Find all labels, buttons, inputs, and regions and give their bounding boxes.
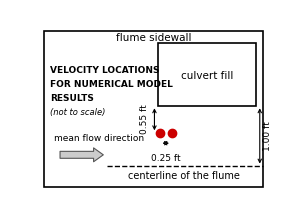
Text: culvert fill: culvert fill [181,71,233,81]
Text: RESULTS: RESULTS [50,94,94,103]
Text: (not to scale): (not to scale) [50,108,106,117]
Bar [158,43,256,106]
Text: VELOCITY LOCATIONS: VELOCITY LOCATIONS [50,66,160,75]
Text: 1.00 ft: 1.00 ft [262,121,272,151]
Text: centerline of the flume: centerline of the flume [128,171,240,181]
Text: mean flow direction: mean flow direction [54,134,144,143]
Text: 0.25 ft: 0.25 ft [151,154,180,163]
FancyArrowPatch shape [60,148,103,162]
Text: 0.55 ft: 0.55 ft [140,105,149,134]
Text: flume sidewall: flume sidewall [116,33,191,43]
Text: FOR NUMERICAL MODEL: FOR NUMERICAL MODEL [50,80,173,89]
